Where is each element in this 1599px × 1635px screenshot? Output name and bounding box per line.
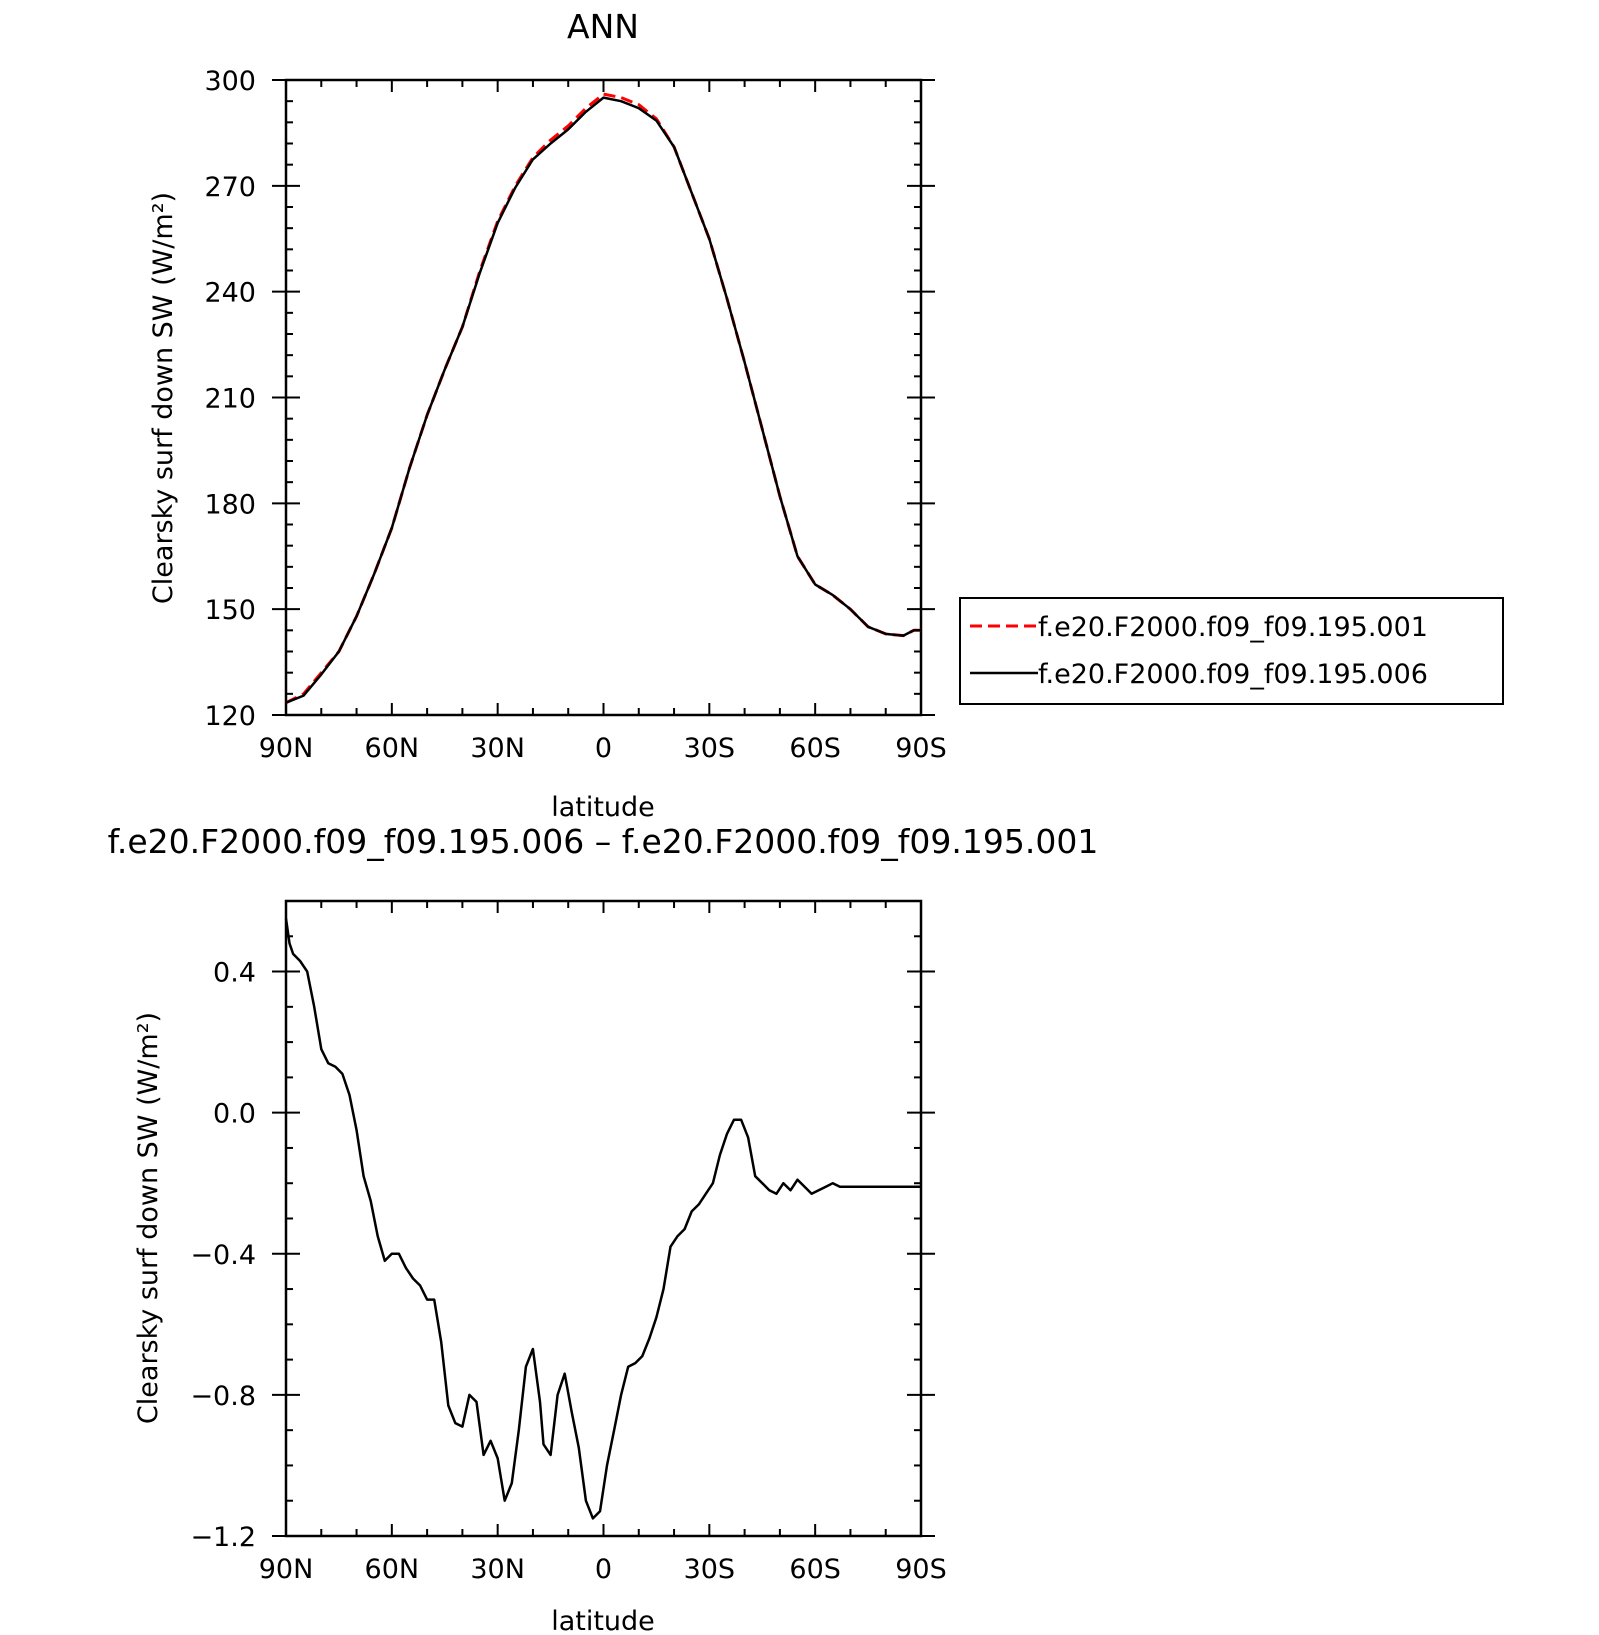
- panel1-x-tick-label: 60S: [789, 1554, 841, 1585]
- panel1-series-line-0: [284, 918, 921, 1520]
- panel0-x-tick-label: 90S: [895, 733, 947, 764]
- panel1-y-tick-label: 0.0: [213, 1099, 256, 1130]
- panel1-x-tick-label: 30S: [684, 1554, 736, 1585]
- panel1-plot-frame: [284, 899, 923, 1538]
- panel1-x-tick-label: 90N: [259, 1554, 314, 1585]
- panel1-x-tick-label: 90S: [895, 1554, 947, 1585]
- bottom-panel-xlabel: latitude: [551, 1606, 655, 1635]
- panel0-y-tick-label: 120: [204, 701, 256, 732]
- bottom-panel-ylabel: Clearsky surf down SW (W/m²): [133, 1012, 164, 1424]
- panel0-x-tick-label: 60N: [365, 733, 420, 764]
- panel1-x-tick-label: 60N: [365, 1554, 420, 1585]
- panel1-x-tick-label: 30N: [470, 1554, 525, 1585]
- panel1-y-tick-label: −1.2: [190, 1522, 256, 1553]
- panel0-y-tick-label: 180: [204, 489, 256, 520]
- panel0-series-line-1: [285, 96, 921, 704]
- panel1-y-tick-label: 0.4: [213, 958, 256, 989]
- panel0-x-tick-label: 30S: [684, 733, 736, 764]
- panel0-y-tick-label: 270: [204, 172, 256, 203]
- panel0-plot-frame: [284, 78, 923, 717]
- panel0-y-tick-label: 210: [204, 384, 256, 415]
- bottom-panel: f.e20.F2000.f09_f09.195.006 – f.e20.F200…: [108, 822, 1099, 1635]
- panel0-y-tick-label: 300: [204, 66, 256, 97]
- panel0-x-tick-label: 60S: [789, 733, 841, 764]
- panel0-x-tick-label: 90N: [259, 733, 314, 764]
- panel0-x-tick-label: 30N: [470, 733, 525, 764]
- panel0-y-tick-label: 150: [204, 595, 256, 626]
- panel1-y-tick-label: −0.8: [190, 1381, 256, 1412]
- bottom-panel-title: f.e20.F2000.f09_f09.195.006 – f.e20.F200…: [108, 822, 1099, 861]
- top-panel: ANN latitude Clearsky surf down SW (W/m²…: [148, 7, 947, 823]
- panel1-x-tick-label: 0: [595, 1554, 612, 1585]
- legend-label-0: f.e20.F2000.f09_f09.195.001: [1038, 612, 1428, 643]
- panel0-y-tick-label: 240: [204, 278, 256, 309]
- legend-label-1: f.e20.F2000.f09_f09.195.006: [1038, 659, 1428, 690]
- legend-box: [959, 597, 1504, 705]
- panel0-x-tick-label: 0: [595, 733, 612, 764]
- top-panel-ylabel: Clearsky surf down SW (W/m²): [148, 192, 179, 604]
- top-panel-title: ANN: [567, 7, 639, 46]
- top-panel-xlabel: latitude: [551, 792, 655, 823]
- legend: f.e20.F2000.f09_f09.195.001 f.e20.F2000.f…: [959, 597, 1504, 705]
- panel1-y-tick-label: −0.4: [190, 1240, 256, 1271]
- panel0-series-line-0: [285, 92, 921, 705]
